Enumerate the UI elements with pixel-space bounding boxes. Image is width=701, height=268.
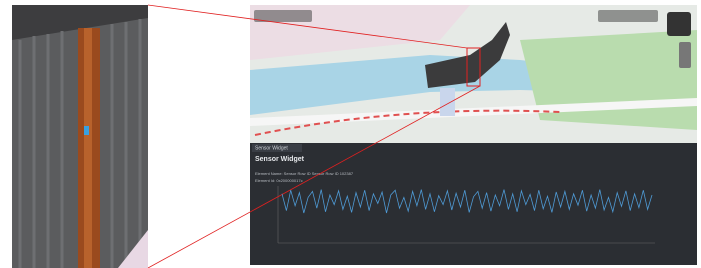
tab-label[interactable]: Sensor Widget bbox=[255, 145, 288, 151]
screenshot: Sensor Widget Sensor Widget Element Name… bbox=[0, 0, 701, 268]
zoom-inset bbox=[12, 5, 148, 268]
info-line: Element Name: Sensor Row ID Sensor Row I… bbox=[255, 171, 354, 176]
widget-title: Sensor Widget bbox=[255, 156, 305, 163]
page: Sensor Widget Sensor Widget Element Name… bbox=[0, 0, 701, 268]
app-window: Sensor Widget Sensor Widget Element Name… bbox=[250, 5, 697, 265]
info-line: Element Id: 0x200000017c bbox=[255, 178, 303, 183]
